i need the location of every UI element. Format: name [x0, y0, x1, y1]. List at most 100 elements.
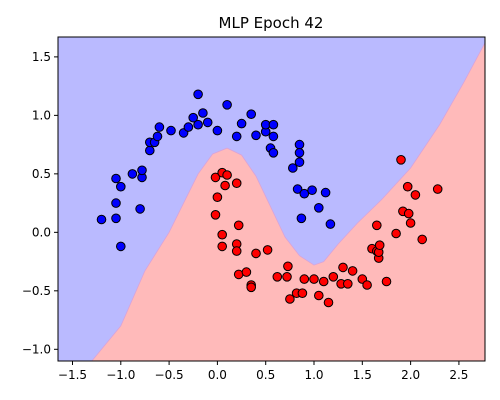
scatter-point-class1	[402, 181, 413, 192]
scatter-point-class0	[288, 163, 298, 173]
scatter-point-class0	[188, 112, 198, 123]
scatter-point-class0	[154, 122, 165, 132]
scatter-point-class0	[251, 130, 261, 141]
scatter-point-class1	[241, 267, 252, 277]
scatter-point-class1	[212, 192, 223, 202]
scatter-point-class0	[299, 188, 310, 199]
scatter-point-class0	[135, 204, 145, 214]
scatter-point-class1	[299, 274, 310, 284]
x-tick-label: 2.5	[449, 368, 468, 382]
plot-area	[57, 36, 486, 362]
y-axis: −1.0 −0.5 0.0 0.5 1.0 1.5	[22, 50, 58, 356]
x-tick-label: 2.0	[401, 368, 420, 382]
scatter-point-class0	[294, 148, 305, 158]
scatter-point-class0	[152, 131, 163, 142]
scatter-point-class0	[111, 198, 121, 208]
scatter-point-class0	[166, 125, 176, 136]
scatter-point-class1	[410, 190, 421, 200]
scatter-point-class1	[338, 262, 348, 273]
scatter-point-class1	[272, 272, 283, 282]
scatter-point-class0	[231, 131, 242, 142]
scatter-point-class1	[210, 210, 221, 220]
scatter-point-class0	[137, 165, 147, 176]
y-tick-label: −0.5	[22, 284, 51, 298]
scatter-point-class1	[417, 234, 428, 245]
scatter-point-class1	[347, 266, 358, 276]
scatter-point-class0	[96, 214, 107, 225]
scatter-point-class1	[251, 248, 261, 259]
x-axis: −1.5 −1.0 −0.5 0.0 0.5 1.0 1.5 2.0 2.5	[58, 361, 468, 382]
scatter-point-class1	[391, 228, 401, 239]
scatter-point-class0	[116, 181, 126, 192]
scatter-point-class1	[405, 218, 416, 228]
scatter-point-class1	[309, 274, 319, 284]
y-tick-label: −1.0	[22, 342, 51, 356]
axes-frame	[57, 36, 486, 362]
y-tick-label: 1.5	[32, 50, 51, 64]
scatter-point-class1	[217, 229, 227, 240]
scatter-point-class1	[381, 276, 392, 287]
scatter-point-class1	[246, 282, 256, 293]
scatter-point-class1	[233, 220, 244, 231]
scatter-point-class0	[314, 203, 324, 213]
y-tick-label: 0.0	[32, 225, 51, 239]
y-tick-label: 0.5	[32, 167, 51, 181]
scatter-point-class0	[268, 148, 279, 158]
scatter-point-class1	[396, 155, 406, 165]
scatter-point-class0	[198, 108, 208, 118]
scatter-point-class0	[222, 100, 232, 110]
scatter-point-class0	[268, 119, 279, 130]
scatter-point-class0	[145, 145, 155, 156]
scatter-point-class0	[116, 241, 126, 252]
decision-boundary	[91, 42, 485, 361]
scatter-point-class1	[231, 246, 242, 256]
scatter-point-class0	[236, 118, 247, 129]
scatter-point-class0	[193, 119, 203, 130]
scatter-point-class0	[202, 117, 213, 128]
scatter-point-class1	[297, 288, 308, 299]
scatter-point-class0	[111, 173, 121, 184]
scatter-point-class1	[328, 272, 339, 282]
x-tick-label: 0.0	[208, 368, 227, 382]
scatter-point-class1	[432, 184, 443, 194]
y-tick-label: 1.0	[32, 108, 51, 122]
scatter-point-class1	[282, 272, 292, 282]
scatter-point-class0	[307, 185, 317, 195]
x-tick-label: 1.0	[304, 368, 323, 382]
scatter-point-class1	[231, 178, 242, 188]
scatter-point-class1	[403, 208, 414, 219]
scatter-point-class1	[220, 180, 230, 191]
x-tick-label: −1.0	[106, 368, 135, 382]
scatter-point-class1	[314, 290, 324, 301]
scatter-point-class1	[372, 220, 382, 231]
scatter-point-class1	[262, 245, 273, 255]
x-tick-label: 0.5	[256, 368, 275, 382]
scatter-point-class0	[325, 219, 336, 229]
x-tick-label: 1.5	[353, 368, 372, 382]
scatter-point-class0	[294, 157, 305, 167]
scatter-point-class1	[323, 297, 334, 308]
scatter-point-class0	[320, 187, 331, 198]
scatter-point-class1	[343, 279, 353, 289]
x-tick-label: −1.5	[58, 368, 87, 382]
scatter-point-class0	[292, 184, 303, 194]
scatter-point-class1	[362, 280, 372, 290]
data-points	[96, 89, 443, 308]
scatter-point-class0	[193, 89, 203, 100]
scatter-point-class1	[374, 240, 385, 250]
scatter-point-class0	[183, 122, 194, 132]
scatter-point-class0	[127, 169, 138, 179]
scatter-point-class0	[294, 139, 305, 150]
scatter-point-class1	[210, 172, 221, 183]
scatter-point-class0	[111, 213, 121, 224]
scatter-point-class0	[268, 131, 279, 142]
scatter-point-class0	[212, 125, 223, 136]
scatter-point-class0	[246, 109, 256, 119]
scatter-point-class0	[296, 213, 307, 224]
scatter-point-class1	[217, 241, 227, 252]
scatter-point-class1	[285, 294, 295, 304]
chart-title: MLP Epoch 42	[219, 14, 324, 32]
scatter-point-class1	[222, 170, 232, 180]
scatter-point-class1	[283, 261, 293, 272]
